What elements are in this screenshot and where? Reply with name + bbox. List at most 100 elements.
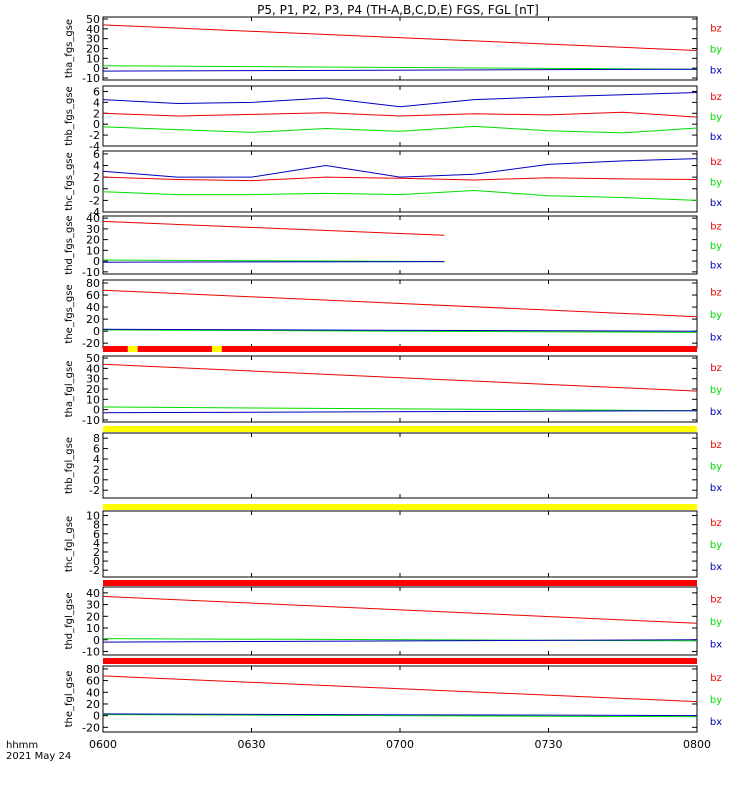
time-unit-label: hhmm [6, 740, 38, 751]
flag-bar [103, 426, 697, 432]
y-tick-label: -2 [89, 129, 100, 142]
y-tick-label: 30 [86, 599, 100, 612]
y-tick-label: -20 [82, 337, 100, 350]
y-tick-label: 4 [93, 96, 100, 109]
y-tick-label: 10 [86, 510, 100, 523]
legend-by: by [710, 540, 722, 551]
y-tick-label: 40 [86, 301, 100, 314]
legend-bz: bz [710, 92, 722, 103]
y-tick-label: 80 [86, 277, 100, 290]
series-bx-line [102, 328, 698, 332]
legend-bx: bx [710, 66, 722, 77]
x-tick-label: 0700 [386, 738, 414, 751]
y-tick-label: 20 [86, 234, 100, 247]
panel-frame [102, 279, 698, 349]
series-by-line [102, 65, 698, 70]
y-tick-label: 0 [93, 474, 100, 487]
y-tick-label: -10 [82, 645, 100, 658]
flag-segment [211, 346, 222, 352]
series-by-line [102, 329, 698, 333]
y-tick-label: 20 [86, 313, 100, 326]
y-tick-label: 30 [86, 223, 100, 236]
series-bx-line [102, 410, 698, 414]
y-tick-label: -10 [82, 266, 100, 279]
y-tick-label: 40 [86, 362, 100, 375]
series-bx-line [102, 92, 698, 108]
y-axis-label: thc_fgs_gse [64, 152, 75, 211]
y-tick-label: 4 [93, 160, 100, 173]
legend-by: by [710, 695, 722, 706]
y-tick-label: -2 [89, 564, 100, 577]
legend-bx: bx [710, 132, 722, 143]
y-axis-label: thb_fgl_gse [64, 437, 75, 494]
y-tick-label: 60 [86, 289, 100, 302]
y-tick-label: -2 [89, 484, 100, 497]
series-by-line [102, 125, 698, 134]
series-bx-line [102, 68, 698, 72]
y-tick-label: 30 [86, 33, 100, 46]
legend-bz: bz [710, 594, 722, 605]
y-tick-label: 0 [93, 118, 100, 131]
legend-by: by [710, 178, 722, 189]
y-tick-label: -10 [82, 72, 100, 85]
y-axis-label: the_fgl_gse [64, 671, 75, 728]
y-tick-label: 80 [86, 663, 100, 676]
y-tick-label: 60 [86, 675, 100, 688]
y-tick-label: 20 [86, 698, 100, 711]
legend-bz: bz [710, 363, 722, 374]
legend-by: by [710, 385, 722, 396]
y-tick-label: 0 [93, 62, 100, 75]
y-tick-label: 0 [93, 325, 100, 338]
chart-title: P5, P1, P2, P3, P4 (TH-A,B,C,D,E) FGS, F… [257, 3, 539, 17]
y-tick-label: -2 [89, 194, 100, 207]
y-tick-label: 0 [93, 404, 100, 417]
x-tick-label: 0600 [89, 738, 117, 751]
y-tick-label: 2 [93, 546, 100, 559]
panel-frame [102, 432, 698, 499]
y-tick-label: 30 [86, 373, 100, 386]
series-bz-line [102, 220, 445, 236]
y-tick-label: 6 [93, 528, 100, 541]
y-tick-label: 40 [86, 23, 100, 36]
flag-segment [103, 426, 697, 432]
legend-by: by [710, 310, 722, 321]
y-tick-label: 10 [86, 52, 100, 65]
series-bx-line [102, 261, 445, 263]
y-tick-label: 4 [93, 537, 100, 550]
legend-bz: bz [710, 24, 722, 35]
legend-bx: bx [710, 260, 722, 271]
series-bz-line [102, 111, 698, 118]
legend-bx: bx [710, 407, 722, 418]
y-tick-label: 6 [93, 443, 100, 456]
y-axis-label: tha_fgs_gse [64, 19, 75, 78]
flag-bar [103, 580, 697, 586]
series-bz-line [102, 675, 698, 703]
series-bz-line [102, 176, 698, 182]
y-tick-label: 40 [86, 587, 100, 600]
panel-frame [102, 665, 698, 733]
y-tick-label: 10 [86, 393, 100, 406]
y-tick-label: 50 [86, 352, 100, 365]
series-bx-line [102, 713, 698, 717]
x-tick-label: 0630 [238, 738, 266, 751]
y-axis-label: tha_fgl_gse [64, 361, 75, 418]
legend-bz: bz [710, 222, 722, 233]
flag-segment [103, 504, 697, 510]
y-tick-label: 50 [86, 13, 100, 26]
y-tick-label: 10 [86, 244, 100, 257]
y-tick-label: 2 [93, 463, 100, 476]
x-tick-label: 0730 [535, 738, 563, 751]
panel-frame [102, 586, 698, 656]
flag-bar [103, 658, 697, 664]
series-bz-line [102, 595, 698, 624]
legend-by: by [710, 462, 722, 473]
y-tick-label: 8 [93, 519, 100, 532]
